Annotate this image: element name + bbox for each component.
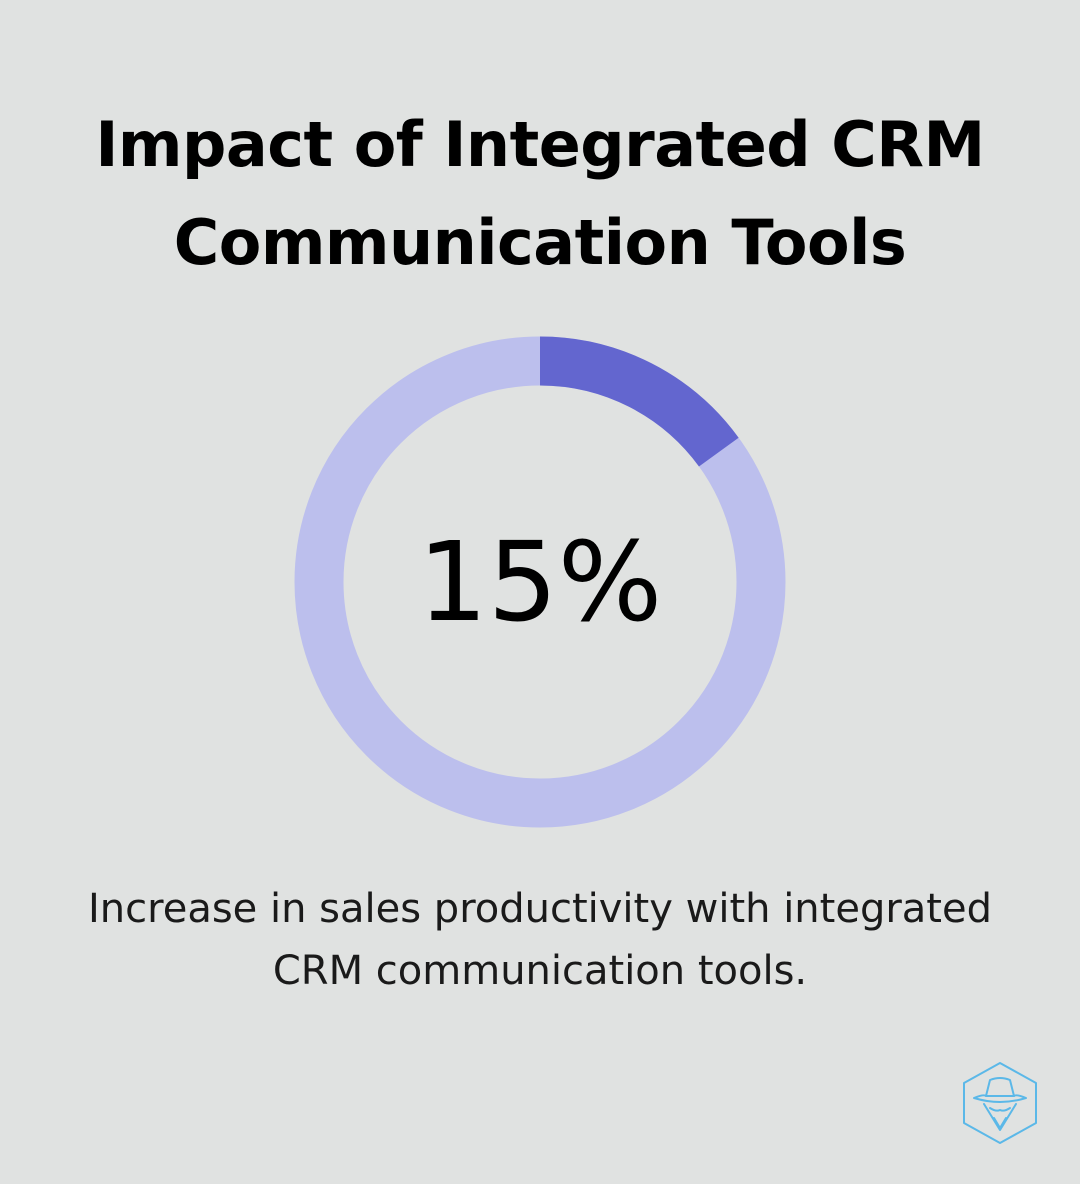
detective-hat-icon — [963, 1062, 1037, 1144]
chart-title-line-2: Communication Tools — [173, 206, 907, 279]
donut-chart — [294, 336, 786, 828]
chart-title-line-1: Impact of Integrated CRM — [95, 108, 985, 181]
chart-title: Impact of Integrated CRM Communication T… — [0, 96, 1080, 292]
donut-filled-segment — [539, 336, 739, 467]
center-value-label: 15% — [417, 518, 663, 646]
chart-caption-line-2: CRM communication tools. — [272, 948, 808, 994]
chart-caption: Increase in sales productivity with inte… — [0, 878, 1080, 1002]
chart-caption-line-1: Increase in sales productivity with inte… — [88, 886, 992, 932]
